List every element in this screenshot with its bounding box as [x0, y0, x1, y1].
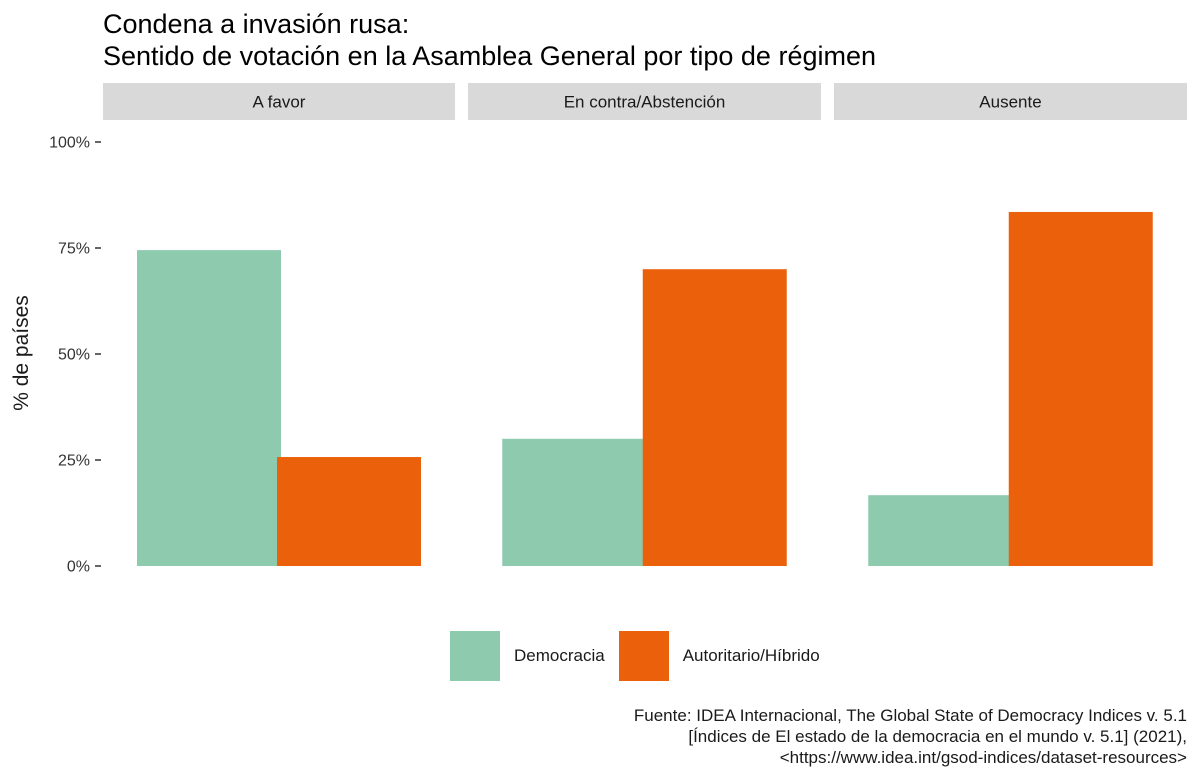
caption-line-2: [Índices de El estado de la democracia e…: [688, 727, 1187, 746]
chart-plot: 0% 25% 50% 75% 100% A favor En contra/Abstenci…: [49, 83, 1187, 576]
y-tick-label: 25%: [58, 453, 90, 470]
bar-democracia: [868, 495, 1013, 566]
facet-strip: [834, 83, 1187, 120]
bar-autoritario: [1008, 211, 1153, 566]
caption-line-3: <https://www.idea.int/gsod-indices/datas…: [779, 748, 1187, 767]
legend-swatch-democracia: [450, 631, 500, 681]
y-tick-label: 75%: [58, 241, 90, 258]
source-caption: Fuente: IDEA Internacional, The Global S…: [634, 705, 1187, 768]
y-tick-label: 100%: [49, 135, 90, 152]
facet-strip: [103, 83, 455, 120]
bar-democracia: [137, 250, 281, 566]
facet-strip-label: En contra/Abstención: [564, 93, 726, 112]
legend-item-autoritario: Autoritario/Híbrido: [618, 631, 820, 681]
facet-strip-label: A favor: [253, 93, 306, 112]
facet-strip: [468, 83, 821, 120]
facet-strip-label: Ausente: [979, 93, 1041, 112]
legend-item-democracia: Democracia: [450, 631, 605, 681]
legend: Democracia Autoritario/Híbrido: [450, 631, 834, 681]
y-tick-label: 50%: [58, 347, 90, 364]
chart-title: Condena a invasión rusa:: [103, 9, 410, 39]
legend-swatch-autoritario: [618, 631, 669, 681]
y-tick-label: 0%: [67, 559, 90, 576]
caption-line-1: Fuente: IDEA Internacional, The Global S…: [633, 706, 1187, 725]
chart-title-block: Condena a invasión rusa: Sentido de vota…: [103, 8, 876, 72]
legend-label-democracia: Democracia: [514, 646, 605, 665]
bar-autoritario: [277, 457, 421, 566]
legend-label-autoritario: Autoritario/Híbrido: [682, 646, 820, 665]
chart-subtitle: Sentido de votación en la Asamblea Gener…: [103, 41, 876, 71]
bar-democracia: [502, 438, 647, 566]
bar-autoritario: [642, 269, 787, 566]
